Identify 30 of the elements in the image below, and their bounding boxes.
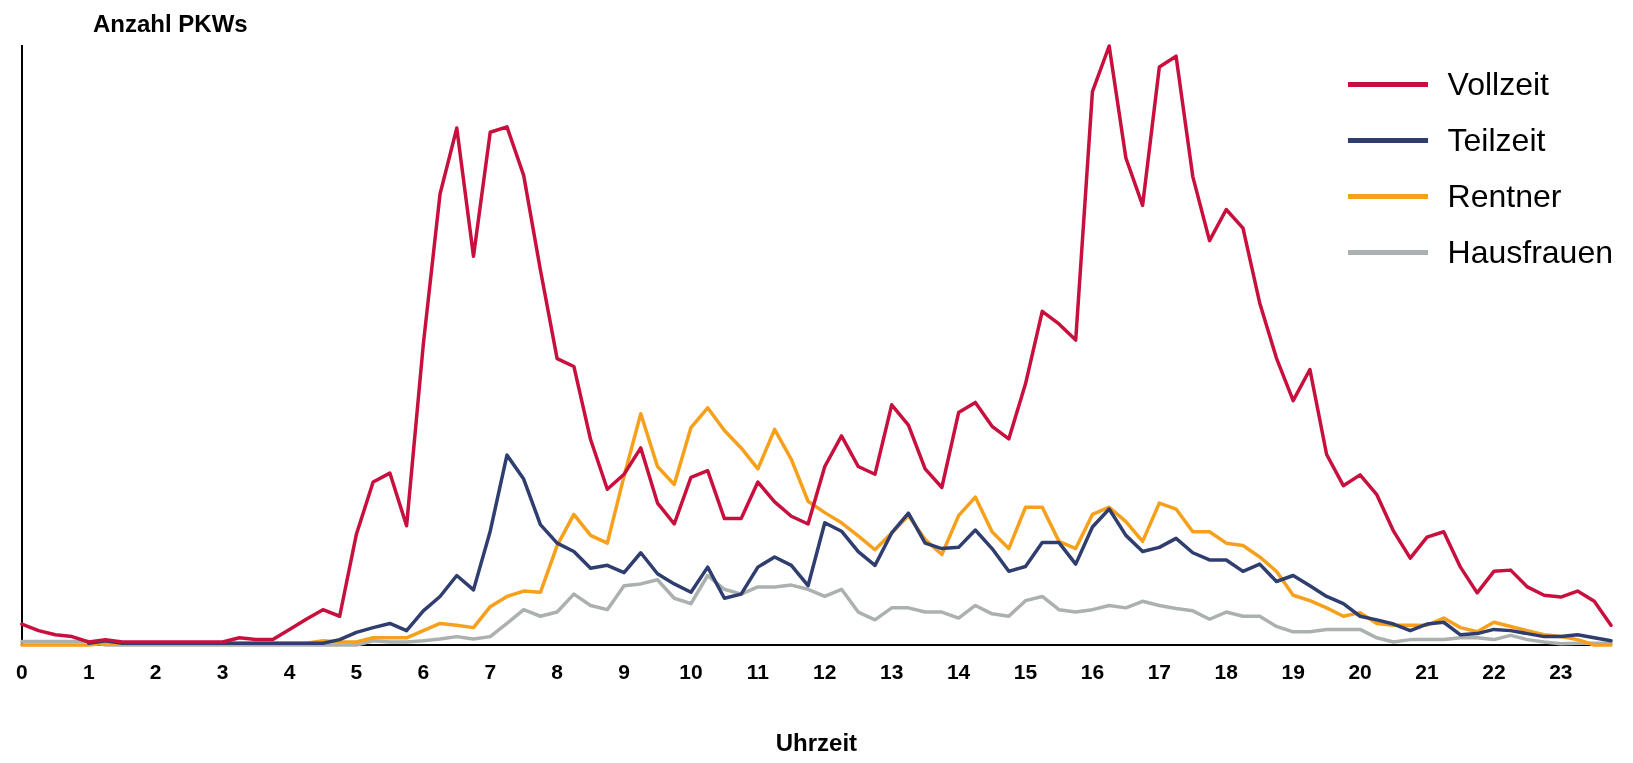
- x-tick-label: 19: [1281, 660, 1305, 684]
- x-tick-label: 7: [484, 660, 497, 684]
- x-axis-title: Uhrzeit: [775, 729, 858, 757]
- x-tick-label: 8: [551, 660, 564, 684]
- x-tick-label: 5: [350, 660, 363, 684]
- x-tick-label: 10: [679, 660, 703, 684]
- chart-title: Anzahl PKWs: [93, 10, 248, 38]
- legend-label: Rentner: [1447, 177, 1562, 215]
- x-tick-label: 13: [880, 660, 904, 684]
- x-tick-label: 16: [1080, 660, 1105, 684]
- x-tick-label: 17: [1147, 660, 1172, 684]
- legend-label: Vollzeit: [1447, 65, 1549, 103]
- x-tick-label: 2: [149, 660, 162, 684]
- x-tick-label: 6: [417, 660, 430, 684]
- x-tick-label: 21: [1415, 660, 1439, 684]
- x-tick-label: 3: [216, 660, 229, 684]
- x-tick-label: 22: [1482, 660, 1506, 684]
- x-tick-label: 14: [946, 660, 971, 684]
- x-tick-label: 1: [82, 660, 95, 684]
- x-tick-label: 11: [746, 660, 770, 684]
- x-tick-label: 15: [1013, 660, 1038, 684]
- x-tick-label: 0: [16, 660, 28, 684]
- x-tick-label: 9: [618, 660, 630, 684]
- x-tick-label: 20: [1348, 660, 1372, 684]
- x-tick-label: 23: [1549, 660, 1573, 684]
- x-tick-label: 4: [283, 660, 296, 684]
- x-tick-label: 18: [1214, 660, 1239, 684]
- legend-label: Hausfrauen: [1447, 233, 1613, 271]
- legend-label: Teilzeit: [1447, 121, 1546, 159]
- x-tick-label: 12: [813, 660, 837, 684]
